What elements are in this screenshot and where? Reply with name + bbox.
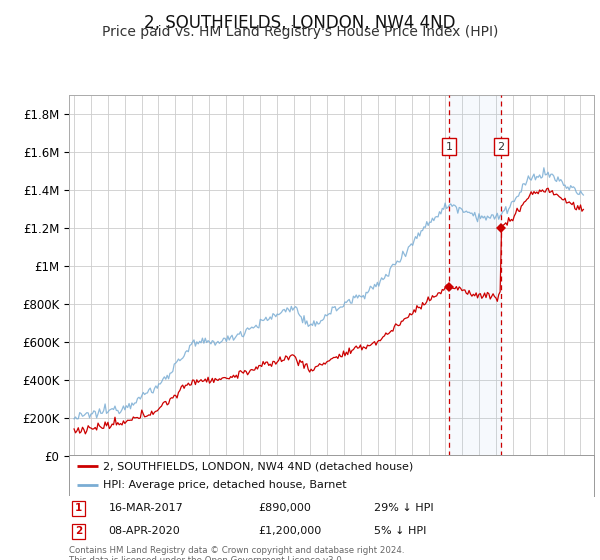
Text: 2, SOUTHFIELDS, LONDON, NW4 4ND: 2, SOUTHFIELDS, LONDON, NW4 4ND bbox=[144, 14, 456, 32]
Text: 2: 2 bbox=[497, 142, 504, 152]
Text: 5% ↓ HPI: 5% ↓ HPI bbox=[373, 526, 426, 536]
Text: £1,200,000: £1,200,000 bbox=[258, 526, 321, 536]
Text: HPI: Average price, detached house, Barnet: HPI: Average price, detached house, Barn… bbox=[103, 480, 347, 489]
Text: 08-APR-2020: 08-APR-2020 bbox=[109, 526, 180, 536]
Text: Price paid vs. HM Land Registry's House Price Index (HPI): Price paid vs. HM Land Registry's House … bbox=[102, 25, 498, 39]
Text: Contains HM Land Registry data © Crown copyright and database right 2024.
This d: Contains HM Land Registry data © Crown c… bbox=[69, 546, 404, 560]
Text: £890,000: £890,000 bbox=[258, 503, 311, 513]
Text: 2: 2 bbox=[75, 526, 82, 536]
Text: 1: 1 bbox=[75, 503, 82, 513]
Text: 1: 1 bbox=[445, 142, 452, 152]
Text: 16-MAR-2017: 16-MAR-2017 bbox=[109, 503, 183, 513]
Bar bbox=[449, 95, 500, 456]
Text: 2, SOUTHFIELDS, LONDON, NW4 4ND (detached house): 2, SOUTHFIELDS, LONDON, NW4 4ND (detache… bbox=[103, 461, 413, 471]
Text: 29% ↓ HPI: 29% ↓ HPI bbox=[373, 503, 433, 513]
